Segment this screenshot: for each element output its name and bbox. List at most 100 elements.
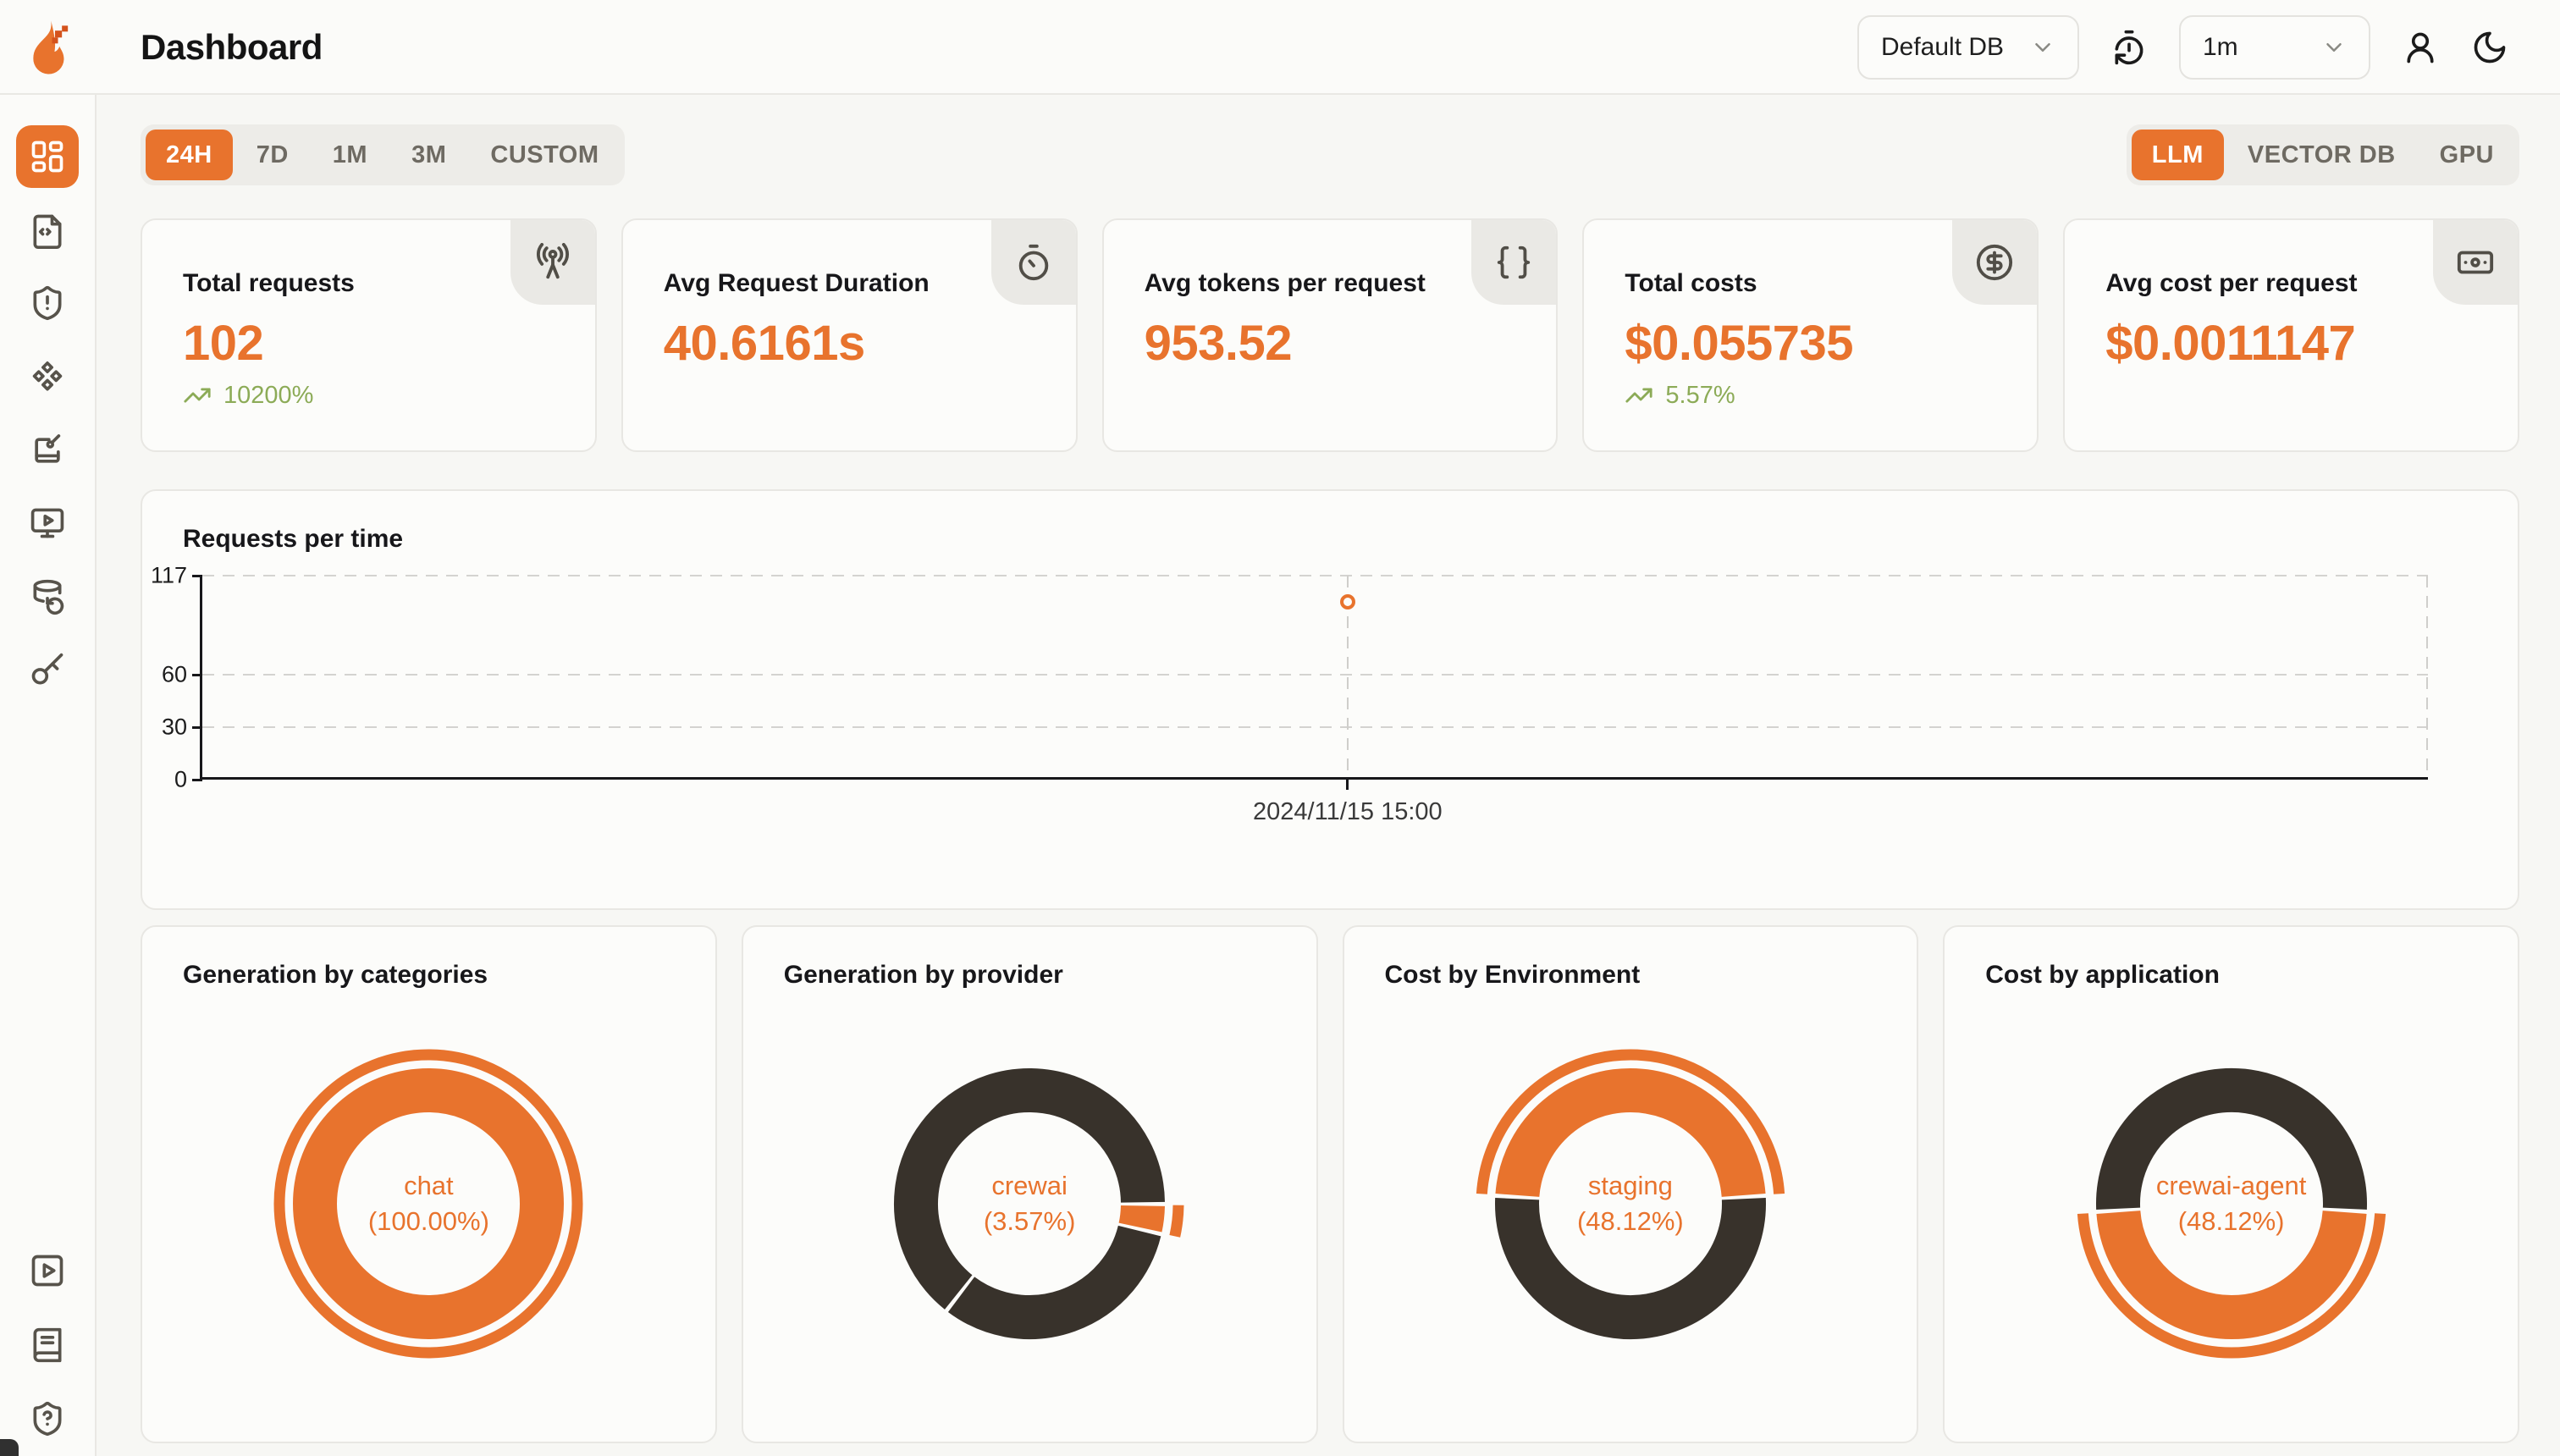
timer-reset-icon xyxy=(2115,30,2143,65)
database-selector-value: Default DB xyxy=(1881,33,2005,61)
stat-title: Avg Request Duration xyxy=(663,269,930,297)
stat-card-icon-badge xyxy=(1952,220,2038,305)
y-axis-tick xyxy=(192,673,202,676)
application-donut-chart[interactable] xyxy=(2062,1034,2401,1373)
key-icon xyxy=(31,653,63,685)
donut-emphasis-ring xyxy=(1476,1049,1785,1194)
gridline-y-60 xyxy=(202,674,2428,676)
donut-title: Generation by categories xyxy=(183,961,488,989)
monitor-play-icon xyxy=(30,508,64,538)
tab-3m[interactable]: 3M xyxy=(411,141,447,168)
user-icon xyxy=(2407,32,2434,63)
sidebar-item-dashboard[interactable] xyxy=(16,125,79,188)
braces-icon xyxy=(1498,245,1531,279)
stat-value: $0.0011147 xyxy=(2105,316,2356,371)
donut-segment-dark xyxy=(1494,1198,1766,1340)
sidebar-item-exceptions[interactable] xyxy=(16,272,79,334)
profile-button[interactable] xyxy=(2401,28,2440,67)
donut-segment-dark xyxy=(894,1068,1166,1310)
stat-value: 40.6161s xyxy=(663,316,865,371)
y-axis-label: 60 xyxy=(161,661,187,687)
stat-value: $0.055735 xyxy=(1625,316,1854,371)
provider-donut-chart[interactable] xyxy=(860,1034,1199,1373)
stat-cards-row: Total requests 102 10200% Avg Request Du… xyxy=(141,218,2519,452)
donut-segment-dark xyxy=(948,1225,1161,1339)
donut-title: Cost by Environment xyxy=(1384,961,1641,989)
main-content: 24H 7D 1M 3M CUSTOM LLM VECTOR DB GPU To… xyxy=(97,95,2560,1456)
stat-card-avg-cost-per-request: Avg cost per request $0.0011147 xyxy=(2063,218,2519,452)
database-selector[interactable]: Default DB xyxy=(1857,15,2079,80)
data-point[interactable] xyxy=(1339,593,1355,609)
book-text-icon xyxy=(33,1327,62,1363)
stat-card-icon-badge xyxy=(510,220,595,305)
file-code-icon xyxy=(33,214,62,249)
y-axis-label: 117 xyxy=(150,562,187,588)
layout-dashboard-icon xyxy=(31,141,63,173)
sidebar-item-playground[interactable] xyxy=(16,419,79,482)
stat-card-avg-tokens-per-request: Avg tokens per request 953.52 xyxy=(1101,218,1559,452)
categories-donut-chart[interactable] xyxy=(259,1034,598,1373)
y-axis-label: 30 xyxy=(161,714,187,740)
sidebar-item-api-keys[interactable] xyxy=(16,639,79,702)
page-title: Dashboard xyxy=(141,27,323,67)
refresh-timer-button[interactable] xyxy=(2110,28,2149,67)
tab-custom[interactable]: CUSTOM xyxy=(490,141,599,168)
tab-1m[interactable]: 1M xyxy=(332,141,368,168)
tab-llm[interactable]: LLM xyxy=(2131,130,2224,180)
point-guide-line xyxy=(1346,576,1349,777)
environment-donut-chart[interactable] xyxy=(1461,1034,1800,1373)
timer-icon xyxy=(1018,244,1048,281)
banknote-icon xyxy=(2457,251,2494,274)
tab-24h[interactable]: 24H xyxy=(146,130,233,180)
sidebar-nav xyxy=(0,95,97,1456)
moon-icon xyxy=(2474,31,2506,63)
y-axis-tick xyxy=(192,574,202,577)
x-axis-tick xyxy=(1346,780,1349,790)
donut-segment-orange xyxy=(1495,1067,1766,1198)
donut-cards-row: Generation by categories chat (100.00%) … xyxy=(141,925,2519,1443)
chevron-down-icon xyxy=(2035,43,2050,52)
donut-segment-orange xyxy=(1118,1205,1166,1233)
source-tabs: LLM VECTOR DB GPU xyxy=(2126,124,2519,185)
stat-card-total-requests: Total requests 102 10200% xyxy=(141,218,597,452)
tab-7d[interactable]: 7D xyxy=(256,141,289,168)
square-play-icon xyxy=(31,1255,63,1287)
sidebar-item-openground[interactable] xyxy=(16,492,79,554)
stat-title: Total requests xyxy=(183,269,355,297)
gridline-y-117 xyxy=(202,575,2428,576)
dark-mode-toggle[interactable] xyxy=(2470,28,2509,67)
donut-center-label: staging (48.12%) xyxy=(1576,1171,1684,1236)
sidebar-item-documentation[interactable] xyxy=(16,1314,79,1376)
stat-card-total-costs: Total costs $0.055735 5.57% xyxy=(1582,218,2039,452)
donut-segment-orange xyxy=(2096,1210,2367,1340)
trending-up-icon xyxy=(1625,388,1652,403)
shield-question-icon xyxy=(33,1401,62,1437)
cost-by-environment-card: Cost by Environment staging (48.12%) xyxy=(1342,925,1919,1443)
x-axis-label: 2024/11/15 15:00 xyxy=(1253,798,1443,825)
donut-emphasis-ring xyxy=(2077,1213,2386,1359)
tab-gpu[interactable]: GPU xyxy=(2439,141,2494,168)
sidebar-item-getting-started[interactable] xyxy=(16,1239,79,1302)
requests-per-time-card: Requests per time 117 60 30 0 2024/11/15 15:… xyxy=(141,489,2519,910)
sidebar-item-requests[interactable] xyxy=(16,199,79,262)
donut-center-label: crewai (3.57%) xyxy=(983,1171,1076,1236)
refresh-interval-selector[interactable]: 1m xyxy=(2179,15,2370,80)
donut-segment-orange xyxy=(293,1068,565,1339)
cost-by-application-card: Cost by application crewai-agent (48.12%… xyxy=(1943,925,2519,1443)
app-header: Dashboard Default DB 1m xyxy=(0,0,2560,95)
chat-widget-corner[interactable] xyxy=(0,1439,19,1456)
sidebar-item-support[interactable] xyxy=(16,1387,79,1450)
requests-per-time-chart[interactable]: 117 60 30 0 2024/11/15 15:00 xyxy=(151,563,2428,825)
stat-card-avg-request-duration: Avg Request Duration 40.6161s xyxy=(621,218,1078,452)
generation-by-categories-card: Generation by categories chat (100.00%) xyxy=(141,925,717,1443)
app-logo-flame-icon xyxy=(33,20,69,74)
sidebar-item-databases[interactable] xyxy=(16,565,79,628)
tab-vector-db[interactable]: VECTOR DB xyxy=(2247,141,2396,168)
stat-card-icon-badge xyxy=(990,220,1076,305)
donut-emphasis-ring xyxy=(1169,1205,1184,1238)
sidebar-item-prompt-hub[interactable] xyxy=(16,345,79,408)
donut-title: Generation by provider xyxy=(783,961,1063,989)
stat-card-icon-badge xyxy=(2432,220,2518,305)
donut-title: Cost by application xyxy=(1985,961,2220,989)
shield-alert-icon xyxy=(33,285,62,321)
